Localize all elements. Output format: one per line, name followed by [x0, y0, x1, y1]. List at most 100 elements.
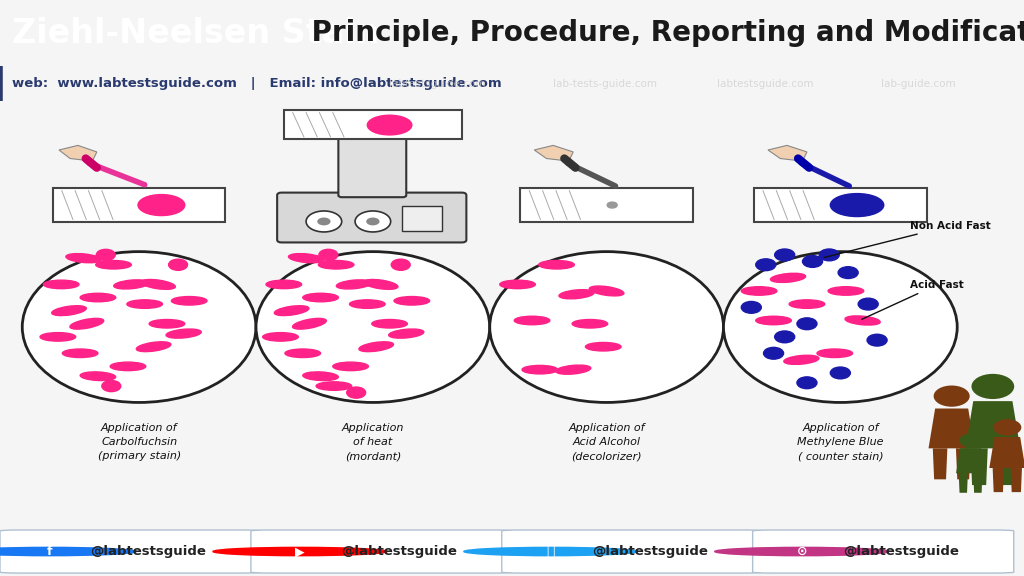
Text: Application of
Carbolfuchsin
(primary stain): Application of Carbolfuchsin (primary st… — [97, 423, 181, 461]
FancyBboxPatch shape — [284, 110, 462, 139]
Ellipse shape — [51, 306, 86, 316]
Ellipse shape — [559, 290, 594, 299]
Ellipse shape — [138, 195, 184, 215]
Circle shape — [858, 298, 879, 310]
Ellipse shape — [349, 300, 385, 308]
Text: @labtestsguide: @labtestsguide — [592, 545, 709, 558]
Ellipse shape — [150, 320, 184, 328]
Ellipse shape — [303, 293, 338, 302]
Circle shape — [464, 547, 638, 556]
Polygon shape — [956, 448, 971, 479]
Ellipse shape — [318, 260, 354, 269]
Ellipse shape — [171, 297, 207, 305]
FancyBboxPatch shape — [251, 530, 512, 573]
Circle shape — [819, 249, 840, 261]
Ellipse shape — [500, 280, 536, 289]
Circle shape — [0, 547, 136, 556]
Ellipse shape — [80, 293, 116, 302]
Circle shape — [318, 249, 338, 260]
Ellipse shape — [489, 252, 724, 403]
Polygon shape — [971, 448, 988, 485]
Circle shape — [101, 381, 121, 392]
Text: labtestsguide.com: labtestsguide.com — [389, 78, 485, 89]
Ellipse shape — [368, 115, 412, 135]
Ellipse shape — [289, 253, 324, 263]
FancyBboxPatch shape — [754, 188, 927, 222]
Text: @labtestsguide: @labtestsguide — [341, 545, 458, 558]
Circle shape — [715, 547, 889, 556]
Ellipse shape — [293, 319, 327, 329]
Ellipse shape — [95, 260, 131, 269]
Text: web:  www.labtestsguide.com   |   Email: info@labtestsguide.com: web: www.labtestsguide.com | Email: info… — [12, 77, 502, 90]
Polygon shape — [956, 448, 985, 473]
Polygon shape — [535, 145, 573, 161]
Circle shape — [96, 249, 115, 260]
Ellipse shape — [586, 343, 622, 351]
Circle shape — [317, 218, 331, 225]
Text: @labtestsguide: @labtestsguide — [843, 545, 959, 558]
Text: ▶: ▶ — [295, 545, 305, 558]
Polygon shape — [1011, 468, 1022, 492]
Ellipse shape — [845, 316, 881, 325]
Ellipse shape — [40, 332, 76, 341]
Text: Application of
Methylene Blue
( counter stain): Application of Methylene Blue ( counter … — [797, 423, 884, 461]
Text: Ziehl-Neelsen Stain: Ziehl-Neelsen Stain — [12, 17, 380, 50]
Ellipse shape — [364, 279, 398, 289]
Ellipse shape — [114, 280, 148, 289]
Polygon shape — [973, 473, 982, 493]
Polygon shape — [929, 408, 975, 448]
Ellipse shape — [522, 365, 558, 374]
Text: @labtestsguide: @labtestsguide — [90, 545, 207, 558]
Circle shape — [830, 367, 850, 379]
Circle shape — [775, 249, 795, 261]
Ellipse shape — [80, 372, 116, 381]
Polygon shape — [989, 437, 1024, 468]
Circle shape — [764, 347, 783, 359]
Ellipse shape — [303, 372, 338, 381]
Ellipse shape — [828, 287, 863, 295]
Polygon shape — [958, 473, 968, 493]
FancyBboxPatch shape — [401, 206, 442, 230]
Circle shape — [355, 211, 391, 232]
Circle shape — [797, 377, 817, 389]
Polygon shape — [59, 145, 97, 161]
Circle shape — [972, 374, 1014, 399]
Circle shape — [367, 218, 380, 225]
Text: Application of
Acid Alcohol
(decolorizer): Application of Acid Alcohol (decolorizer… — [568, 423, 645, 461]
Ellipse shape — [389, 329, 424, 338]
Text: Principle, Procedure, Reporting and Modifications: Principle, Procedure, Reporting and Modi… — [302, 19, 1024, 47]
Text: lab-guide.com: lab-guide.com — [881, 78, 955, 89]
Ellipse shape — [285, 349, 321, 358]
Ellipse shape — [166, 329, 202, 338]
Text: Non Acid Fast: Non Acid Fast — [824, 221, 991, 257]
Ellipse shape — [756, 316, 792, 325]
Circle shape — [741, 301, 761, 313]
Ellipse shape — [263, 332, 298, 341]
Ellipse shape — [140, 279, 175, 289]
Ellipse shape — [372, 320, 408, 328]
Ellipse shape — [394, 297, 430, 305]
Ellipse shape — [127, 300, 163, 308]
Ellipse shape — [274, 306, 309, 316]
Circle shape — [169, 259, 187, 270]
Circle shape — [993, 419, 1021, 435]
Circle shape — [213, 547, 387, 556]
Polygon shape — [992, 468, 1004, 492]
Text: labtestsguide.com: labtestsguide.com — [717, 78, 813, 89]
FancyBboxPatch shape — [338, 138, 407, 197]
FancyBboxPatch shape — [753, 530, 1014, 573]
Text: Acid Fast: Acid Fast — [862, 280, 965, 319]
Ellipse shape — [539, 260, 574, 269]
Polygon shape — [933, 448, 947, 479]
Ellipse shape — [111, 362, 145, 370]
Ellipse shape — [817, 349, 853, 358]
Circle shape — [391, 259, 411, 270]
Ellipse shape — [256, 252, 489, 403]
Ellipse shape — [23, 252, 256, 403]
Text: Application
of heat
(mordant): Application of heat (mordant) — [342, 423, 404, 461]
Ellipse shape — [770, 273, 806, 282]
Ellipse shape — [43, 280, 79, 289]
Ellipse shape — [66, 253, 101, 263]
Ellipse shape — [783, 355, 819, 365]
Circle shape — [959, 434, 982, 447]
